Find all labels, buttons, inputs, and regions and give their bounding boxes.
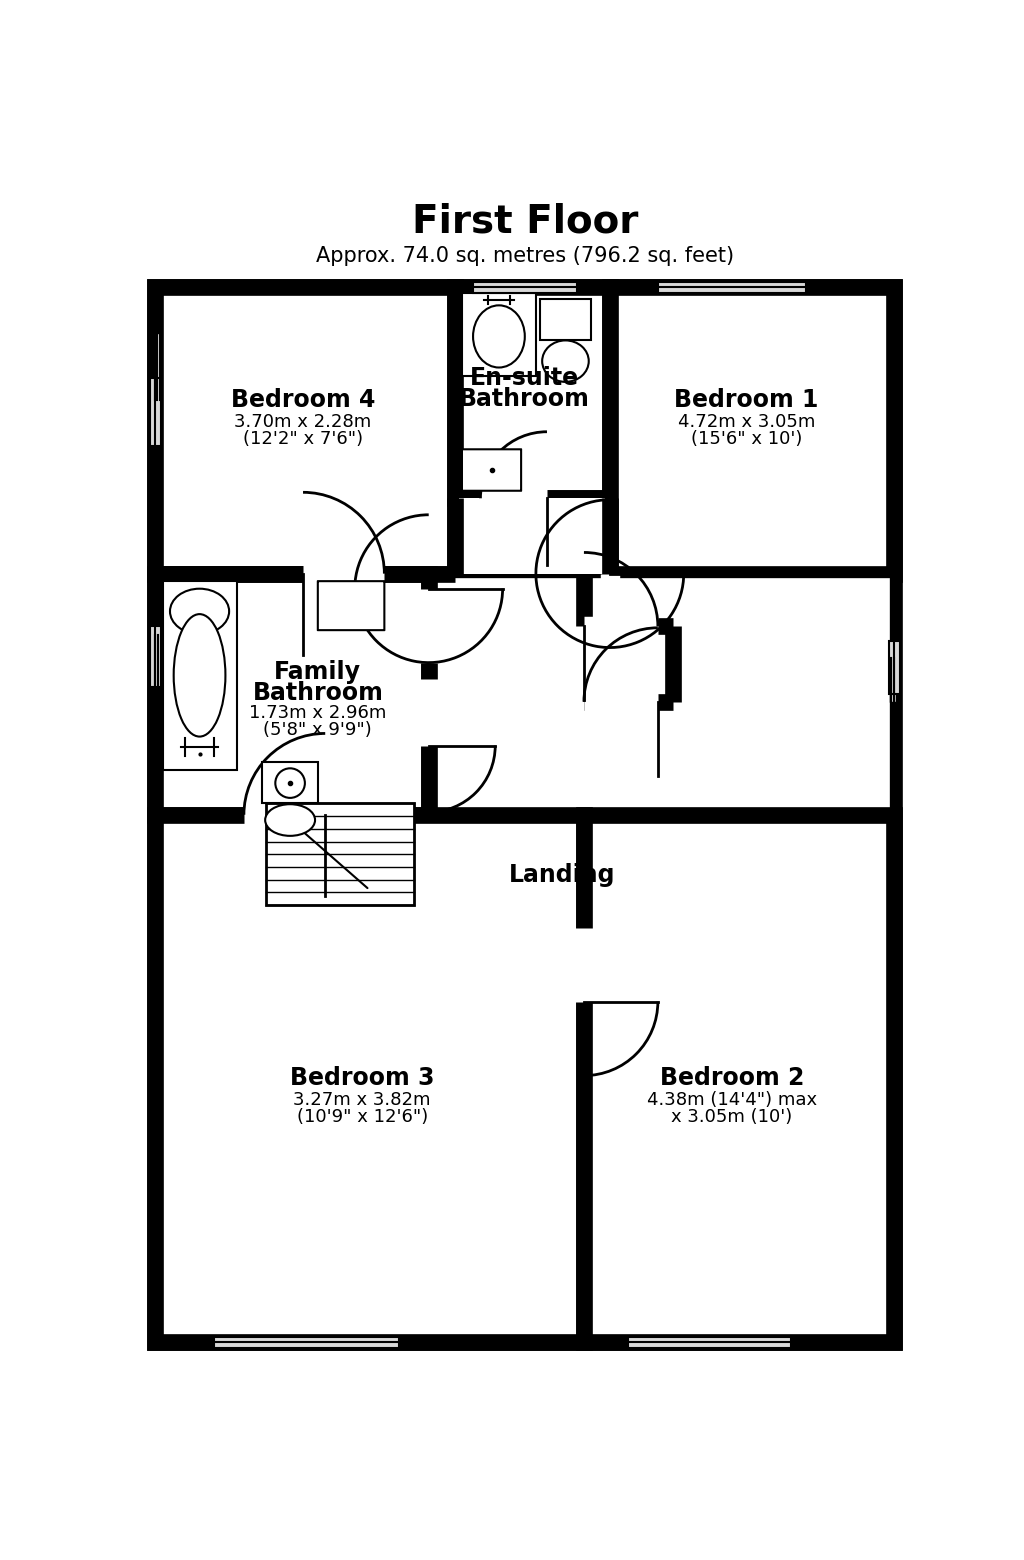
Ellipse shape [265, 805, 315, 836]
Text: Landing: Landing [509, 863, 615, 888]
FancyBboxPatch shape [462, 449, 521, 491]
Text: 4.38m (14'4") max: 4.38m (14'4") max [647, 1090, 817, 1109]
Ellipse shape [170, 588, 229, 633]
Bar [610, 287, 894, 574]
Text: Bathroom: Bathroom [252, 682, 383, 705]
Text: x 3.05m (10'): x 3.05m (10') [671, 1108, 793, 1126]
FancyBboxPatch shape [317, 582, 384, 630]
Bar [455, 287, 610, 498]
Bar [584, 814, 894, 1342]
Bar [262, 761, 317, 803]
Bar [889, 641, 900, 694]
Text: Bedroom 3: Bedroom 3 [290, 1067, 434, 1090]
Bar [462, 293, 536, 376]
Circle shape [275, 769, 305, 797]
Text: En-suite: En-suite [470, 365, 580, 390]
Bar [890, 657, 896, 702]
Bar [154, 332, 160, 401]
Text: (5'8" x 9'9"): (5'8" x 9'9") [263, 721, 372, 739]
Text: 3.27m x 3.82m: 3.27m x 3.82m [294, 1090, 431, 1109]
Text: Family: Family [274, 660, 361, 683]
Text: First Floor: First Floor [412, 203, 638, 240]
Ellipse shape [542, 340, 589, 382]
Bar [540, 298, 591, 340]
Bar [156, 287, 894, 1342]
Text: 4.72m x 3.05m: 4.72m x 3.05m [678, 413, 815, 431]
Ellipse shape [174, 615, 225, 736]
Bar [214, 1337, 399, 1348]
Ellipse shape [473, 306, 525, 368]
Bar [657, 282, 806, 293]
Bar [150, 378, 161, 446]
Bar [429, 574, 894, 814]
Bar [266, 803, 414, 905]
Text: 1.73m x 2.96m: 1.73m x 2.96m [249, 704, 386, 722]
Bar [156, 574, 429, 814]
Text: (12'2" x 7'6"): (12'2" x 7'6") [243, 431, 364, 448]
Text: Bedroom 1: Bedroom 1 [675, 388, 819, 412]
Text: Approx. 74.0 sq. metres (796.2 sq. feet): Approx. 74.0 sq. metres (796.2 sq. feet) [315, 246, 734, 267]
Text: Bedroom 4: Bedroom 4 [230, 388, 375, 412]
Text: (15'6" x 10'): (15'6" x 10') [691, 431, 802, 448]
Text: Bedroom 2: Bedroom 2 [659, 1067, 804, 1090]
Bar [629, 1337, 791, 1348]
Bar [154, 633, 160, 686]
Text: Bathroom: Bathroom [460, 387, 590, 412]
Bar [156, 287, 455, 574]
Bar [163, 582, 237, 769]
Text: (10'9" x 12'6"): (10'9" x 12'6") [297, 1108, 428, 1126]
Bar [150, 627, 161, 686]
Text: 3.70m x 2.28m: 3.70m x 2.28m [234, 413, 372, 431]
Bar [459, 498, 605, 574]
Bar [473, 282, 577, 293]
Bar [156, 814, 584, 1342]
